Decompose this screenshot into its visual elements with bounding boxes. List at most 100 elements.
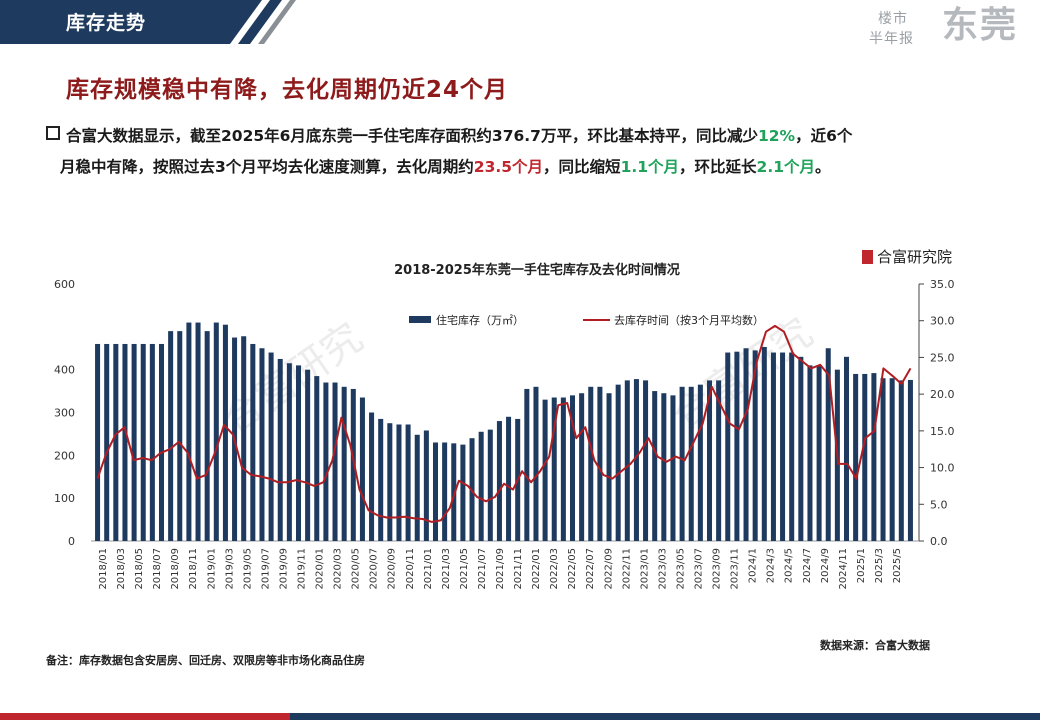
footer-navy-segment: [290, 713, 1040, 720]
legend-bar-swatch: [409, 316, 431, 323]
x-tick-label: 2025/5: [892, 548, 903, 583]
header-band: [0, 0, 296, 44]
y-right-tick: 5.0: [930, 498, 948, 511]
brand-line1: 楼市: [878, 11, 908, 27]
x-tick-label: 2021/03: [441, 548, 452, 590]
highlight-extend: 2.1个月: [756, 158, 816, 176]
bar: [305, 369, 311, 541]
x-tick-label: 2020/05: [351, 548, 362, 590]
bar: [816, 365, 822, 541]
bar: [222, 324, 228, 541]
headline: 库存规模稳中有降，去化周期仍近24个月: [66, 77, 509, 103]
bar: [697, 384, 703, 541]
bar: [204, 331, 210, 541]
x-tick-label: 2018/05: [134, 548, 145, 590]
footer-band: [0, 713, 1040, 720]
para-text-5: ，环比延长: [679, 158, 757, 176]
x-tick-label: 2021/07: [477, 548, 488, 590]
x-tick-label: 2024/5: [784, 548, 795, 583]
bar: [277, 358, 283, 541]
x-tick-label: 2022/09: [603, 548, 614, 590]
x-tick-label: 2025/3: [874, 548, 885, 583]
bar: [295, 365, 302, 541]
bar: [332, 382, 338, 541]
x-tick-label: 2019/07: [260, 548, 271, 590]
footer-red-segment: [0, 713, 290, 720]
x-tick-label: 2018/07: [152, 548, 163, 590]
x-tick-label: 2023/09: [712, 548, 723, 590]
bar: [213, 322, 219, 541]
x-tick-label: 2019/05: [242, 548, 253, 590]
x-tick-label: 2021/09: [495, 548, 506, 590]
y-right-tick: 20.0: [930, 388, 955, 401]
bar: [743, 348, 749, 541]
brand-main: 东莞: [941, 5, 1018, 46]
bar: [898, 380, 904, 541]
bar: [706, 380, 713, 541]
para-text-2: ，近6个: [795, 127, 853, 145]
x-tick-label: 2019/09: [278, 548, 289, 590]
bar: [195, 322, 201, 541]
bar: [880, 378, 886, 541]
bar: [405, 424, 411, 541]
header-stripe-2: [258, 0, 296, 44]
bar: [460, 444, 466, 541]
bar: [670, 395, 676, 541]
x-tick-label: 2020/07: [369, 548, 380, 590]
x-tick-label: 2023/05: [675, 548, 686, 590]
x-tick-label: 2020/09: [387, 548, 398, 590]
bar: [451, 443, 457, 541]
x-tick-label: 2019/01: [206, 548, 217, 590]
y-right-tick: 25.0: [930, 351, 955, 364]
y-left-tick: 400: [54, 364, 75, 377]
bar: [679, 386, 685, 541]
bar: [862, 373, 868, 541]
bar: [716, 380, 722, 541]
y-right-tick: 35.0: [930, 278, 955, 291]
bar: [359, 397, 365, 541]
bar: [95, 343, 101, 541]
bar: [588, 386, 594, 541]
bar: [496, 421, 502, 541]
bar: [825, 348, 831, 541]
bar: [387, 423, 393, 541]
bar: [725, 352, 731, 541]
y-left-tick: 0: [68, 535, 75, 548]
hefu-logo-icon: [862, 250, 873, 264]
x-tick-label: 2022/11: [621, 548, 632, 590]
section-title: 库存走势: [66, 12, 147, 34]
y-left-tick: 300: [54, 407, 75, 420]
bar: [286, 363, 292, 541]
bar: [432, 442, 439, 541]
y-right-tick: 10.0: [930, 462, 955, 475]
x-tick-label: 2020/11: [405, 548, 416, 590]
bar: [341, 386, 347, 541]
bar: [871, 373, 877, 541]
brand-line2: 半年报: [869, 31, 914, 47]
x-tick-label: 2018/03: [116, 548, 127, 590]
footnote: 备注：库存数据包含安居房、回迁房、双限房等非市场化商品住房: [46, 654, 365, 667]
bar: [186, 322, 192, 541]
bar: [442, 442, 448, 541]
x-tick-label: 2022/05: [567, 548, 578, 590]
bar: [149, 343, 155, 541]
bar: [597, 386, 603, 541]
legend-line-label: 去库存时间（按3个月平均数）: [614, 313, 764, 327]
bar: [780, 352, 786, 541]
bar: [789, 352, 795, 541]
bar: [633, 379, 639, 541]
hefu-logo: 合富研究院: [862, 246, 952, 267]
x-tick-label: 2022/07: [585, 548, 596, 590]
x-tick-label: 2023/11: [730, 548, 741, 590]
bar: [624, 380, 630, 541]
bar: [423, 430, 429, 541]
bar: [551, 397, 557, 541]
bar: [798, 356, 804, 541]
header-navy-block: [0, 0, 262, 44]
bar: [259, 348, 265, 541]
bar: [396, 424, 402, 541]
bar: [487, 429, 493, 541]
bar: [807, 365, 813, 541]
header-stripe-1: [238, 0, 282, 44]
bar: [131, 343, 137, 541]
